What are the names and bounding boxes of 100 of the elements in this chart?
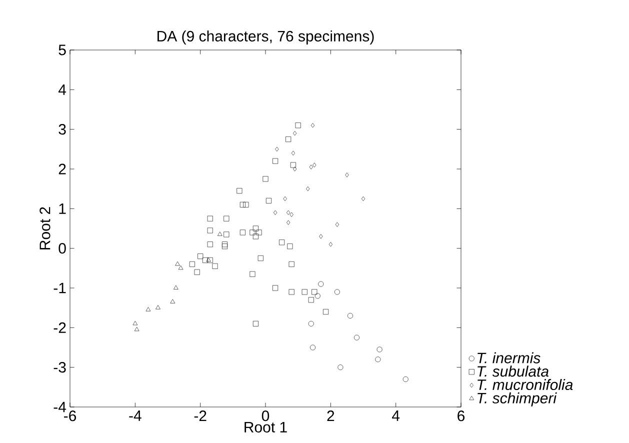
y-tick-label: -3 [54,362,66,373]
point [306,186,310,192]
point [212,263,218,269]
point [278,240,285,246]
point [302,289,308,295]
point [252,226,259,232]
x-tick-label: 4 [392,410,400,421]
point [290,162,296,168]
point [328,242,333,247]
legend-label: T. mucronifolia [478,379,573,390]
point [173,285,178,290]
point [207,216,213,222]
point [283,196,287,202]
y-tick-label: 2 [58,164,66,174]
y-tick-label: 3 [58,124,66,135]
point [134,326,140,332]
point [402,376,408,382]
point [198,253,204,260]
y-tick-label: -1 [54,282,66,294]
point [314,293,320,299]
point [243,202,249,208]
point [345,172,349,178]
y-tick-label: 1 [59,204,66,214]
point [292,130,297,136]
x-tick-label: 2 [327,410,334,421]
point [240,230,246,236]
point [272,158,278,164]
point [146,307,151,312]
x-tick-label: 6 [458,410,465,422]
point [266,198,272,204]
point [275,146,279,152]
point [308,320,314,326]
legend-label: T. subulata [478,366,549,377]
point [207,242,213,248]
point [250,271,256,277]
point [286,220,290,225]
point [240,202,246,208]
point [310,122,315,128]
point [207,228,213,234]
x-axis-title: Root 1 [244,422,287,432]
y-tick-label: -4 [54,402,66,412]
x-tick-label: -4 [129,410,142,421]
point [156,305,160,310]
point [194,269,200,275]
point [222,242,228,248]
point [295,122,301,128]
point [252,234,259,240]
x-tick-label: 0 [262,410,270,422]
y-tick-label: 0 [58,243,66,254]
y-axis-title: Root 2 [40,207,50,250]
chart-title: DA (9 characters, 76 specimens) [158,30,374,44]
point [286,136,292,142]
point [338,364,344,370]
point [250,230,256,236]
point [224,232,230,238]
point [291,150,296,156]
point [132,320,138,326]
point [347,312,354,319]
point [170,299,176,304]
point [376,346,382,352]
point [252,320,259,326]
x-tick-label: -2 [194,410,206,421]
point [312,289,318,295]
point [273,210,278,216]
point [310,344,316,350]
point [256,230,262,236]
point [189,261,195,267]
legend-label: T. schimperi [478,392,557,406]
point [178,265,184,270]
x-tick-label: -6 [64,410,76,422]
point [288,261,294,267]
point [206,257,211,262]
point [287,244,293,250]
point [308,297,314,303]
legend-label: T. inermis [478,352,540,364]
point [361,196,366,202]
point [272,285,278,291]
y-tick-label: 5 [58,44,66,56]
point [258,255,264,262]
point [262,176,268,182]
point [309,164,313,170]
point [222,244,228,250]
point [236,188,242,194]
point [290,212,294,218]
y-tick-label: -2 [54,322,66,333]
point [202,257,208,264]
point [207,257,213,264]
point [319,234,323,239]
point [224,216,230,222]
point [288,289,294,295]
y-tick-label: 4 [58,84,66,95]
point [322,308,329,315]
point [292,166,297,172]
point [217,232,222,236]
point [334,289,340,295]
point [375,356,381,362]
point [354,334,360,340]
point [318,281,324,287]
point [286,210,290,216]
point [175,261,180,266]
